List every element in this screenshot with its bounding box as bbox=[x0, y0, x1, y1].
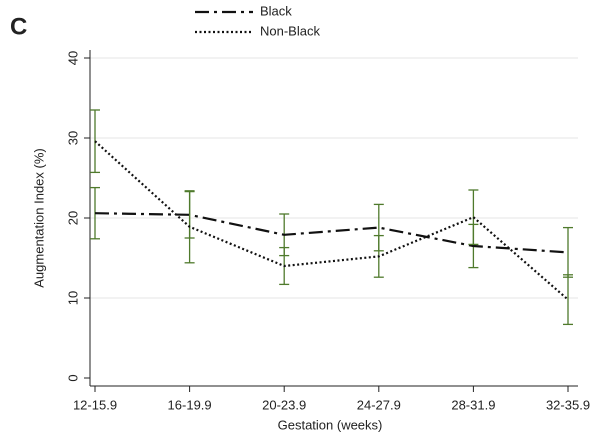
error-bar bbox=[563, 226, 573, 278]
y-tick-label: 0 bbox=[65, 374, 80, 381]
legend-label: Non-Black bbox=[260, 23, 320, 38]
x-tick-label: 24-27.9 bbox=[357, 397, 401, 412]
x-tick-label: 28-31.9 bbox=[451, 397, 495, 412]
x-tick-label: 20-23.9 bbox=[262, 397, 306, 412]
panel-label: C bbox=[10, 13, 27, 40]
y-tick-label: 10 bbox=[65, 291, 80, 305]
y-axis-title: Augmentation Index (%) bbox=[31, 148, 46, 287]
x-tick-label: 16-19.9 bbox=[168, 397, 212, 412]
series-line bbox=[94, 212, 569, 254]
x-tick-label: 12-15.9 bbox=[73, 397, 117, 412]
error-bar bbox=[563, 274, 573, 326]
y-tick-label: 40 bbox=[65, 51, 80, 65]
error-bar bbox=[468, 189, 479, 246]
x-axis-title: Gestation (weeks) bbox=[278, 417, 383, 432]
legend-label: Black bbox=[260, 3, 292, 18]
y-tick-label: 30 bbox=[65, 131, 80, 145]
series-line bbox=[94, 140, 569, 301]
y-tick-label: 20 bbox=[65, 211, 80, 225]
x-tick-label: 32-35.9 bbox=[546, 397, 590, 412]
